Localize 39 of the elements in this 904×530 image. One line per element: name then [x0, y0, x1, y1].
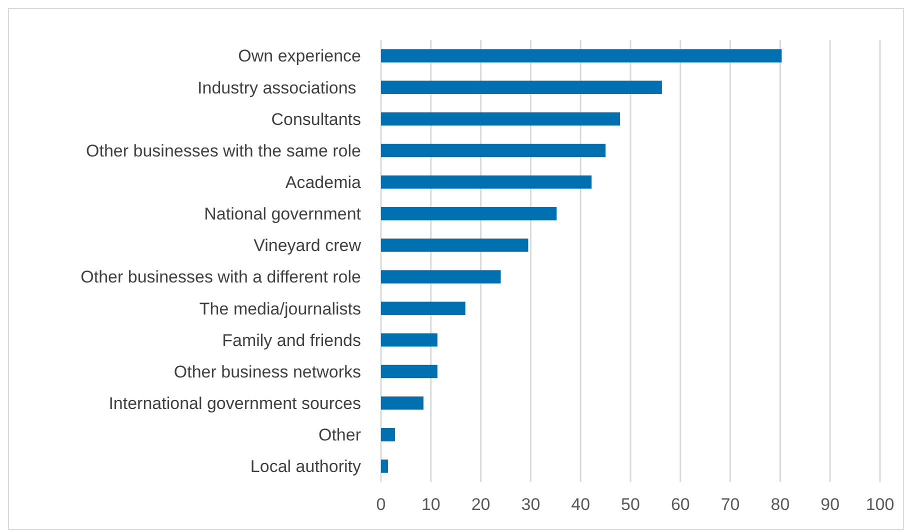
- y-tick-label: National government: [204, 204, 362, 224]
- y-tick-label: Local authority: [250, 457, 362, 476]
- y-tick-label: Vineyard crew: [254, 236, 362, 256]
- y-tick-label: Industry associations: [198, 78, 361, 98]
- x-tick-label: 50: [621, 495, 640, 514]
- bar: [381, 270, 501, 284]
- bar: [381, 175, 592, 189]
- y-tick-label: Academia: [285, 173, 362, 192]
- y-tick-label: Other business networks: [174, 362, 361, 382]
- x-tick-label: 60: [670, 495, 690, 514]
- x-tick-label: 30: [521, 495, 540, 514]
- x-tick-label: 100: [866, 495, 894, 514]
- y-tick-label: Own experience: [238, 46, 361, 66]
- x-tick-label: 70: [720, 495, 740, 514]
- bar: [381, 460, 388, 473]
- bar: [381, 396, 424, 410]
- bar: [381, 144, 606, 158]
- x-tick-label: 10: [421, 495, 440, 514]
- y-tick-label: International government sources: [108, 394, 361, 414]
- bar: [381, 428, 395, 442]
- bar: [381, 80, 662, 94]
- bar: [381, 207, 557, 220]
- x-tick-label: 0: [376, 495, 386, 514]
- bar: [381, 302, 466, 315]
- y-tick-label: Other businesses with the same role: [86, 141, 361, 160]
- x-tick-label: 20: [471, 495, 490, 514]
- bar: [381, 49, 782, 62]
- x-tick-label: 40: [571, 495, 590, 514]
- y-tick-label: Other: [318, 426, 362, 445]
- y-tick-label: Consultants: [271, 110, 361, 129]
- bar: [381, 364, 438, 378]
- bar: [381, 238, 528, 252]
- x-tick-label: 90: [820, 495, 840, 514]
- x-tick-label: 80: [770, 495, 790, 514]
- y-tick-label: Family and friends: [222, 330, 361, 350]
- y-tick-label: Other businesses with a different role: [80, 268, 361, 287]
- y-tick-label: The media/journalists: [199, 299, 361, 318]
- bar: [381, 333, 438, 347]
- bar: [381, 112, 620, 126]
